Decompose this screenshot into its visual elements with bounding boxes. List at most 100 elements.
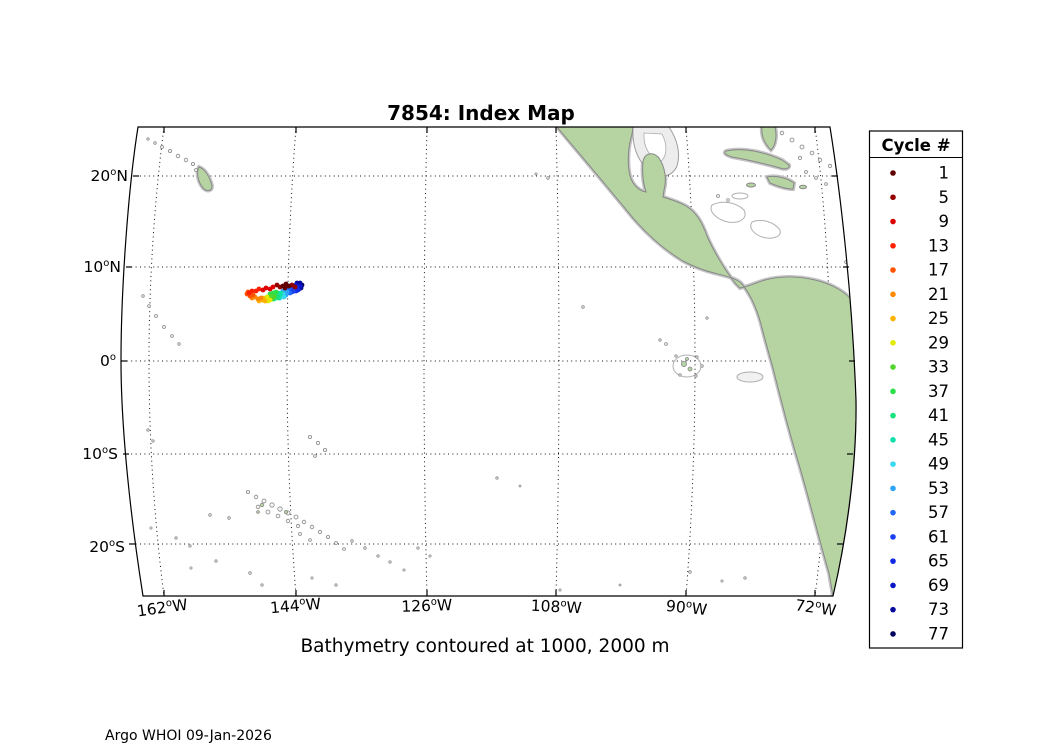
islet bbox=[147, 304, 151, 308]
islet bbox=[248, 571, 252, 575]
islet bbox=[705, 316, 709, 320]
legend-marker bbox=[890, 364, 896, 370]
islet bbox=[743, 576, 747, 580]
legend-entry-label: 69 bbox=[928, 576, 949, 595]
islet bbox=[208, 513, 212, 517]
legend-entry-label: 17 bbox=[928, 261, 949, 280]
islet bbox=[298, 532, 302, 536]
islet bbox=[402, 568, 406, 572]
islet bbox=[700, 364, 704, 368]
island-puerto-rico bbox=[799, 184, 807, 190]
islet bbox=[160, 145, 164, 149]
islet bbox=[275, 513, 281, 519]
islet bbox=[295, 523, 301, 529]
legend-marker bbox=[890, 388, 896, 395]
islet bbox=[688, 570, 692, 574]
islet bbox=[307, 434, 312, 439]
page-title: 7854: Index Map bbox=[387, 101, 575, 125]
islet bbox=[664, 342, 668, 346]
islet bbox=[162, 325, 166, 329]
islet bbox=[309, 524, 315, 530]
islet bbox=[618, 583, 622, 587]
islet bbox=[388, 560, 392, 564]
islet bbox=[315, 440, 321, 446]
islet bbox=[146, 428, 150, 432]
islet bbox=[853, 231, 857, 235]
islet bbox=[334, 583, 338, 587]
legend-marker bbox=[890, 412, 896, 419]
islet bbox=[189, 566, 193, 570]
islet bbox=[151, 439, 155, 443]
islet bbox=[678, 373, 682, 377]
cayman-contour bbox=[731, 192, 749, 200]
ytick-10n: 10oN bbox=[84, 258, 121, 276]
islet bbox=[846, 197, 851, 202]
legend-entry-label: 53 bbox=[928, 479, 949, 498]
footer-credit: Argo WHOI 09-Jan-2026 bbox=[105, 728, 272, 744]
islet bbox=[581, 305, 585, 309]
float-position-dot bbox=[270, 284, 276, 290]
legend-entry-label: 49 bbox=[928, 455, 949, 474]
islet bbox=[534, 172, 538, 176]
islet bbox=[322, 447, 327, 452]
axis-ticks bbox=[121, 127, 855, 596]
islet-green bbox=[687, 366, 693, 372]
islet-green bbox=[681, 360, 688, 367]
legend-marker bbox=[890, 291, 896, 298]
legend-entry-label: 5 bbox=[939, 188, 950, 207]
legend-marker bbox=[890, 534, 896, 540]
islet bbox=[277, 506, 283, 512]
latitude-gridlines bbox=[121, 175, 857, 545]
islet bbox=[838, 170, 842, 174]
legend-marker bbox=[890, 461, 896, 467]
islet bbox=[495, 476, 499, 480]
islet bbox=[301, 519, 307, 525]
islet bbox=[726, 198, 730, 202]
xtick-126w: 126oW bbox=[401, 596, 453, 616]
islet bbox=[167, 148, 172, 153]
islet bbox=[325, 535, 330, 540]
legend-marker bbox=[890, 194, 896, 201]
islet bbox=[546, 176, 550, 180]
xtick-90w: 90oW bbox=[665, 597, 708, 619]
islet bbox=[170, 334, 174, 338]
legend-entry-label: 13 bbox=[928, 236, 949, 255]
legend-marker bbox=[890, 170, 896, 176]
legend-marker bbox=[890, 315, 896, 322]
legend-entry-label: 25 bbox=[928, 309, 949, 328]
xtick-162w: 162oW bbox=[136, 596, 189, 621]
x-axis-labels: 162oW 144oW 126oW 108oW 90oW 72oW bbox=[136, 595, 838, 621]
caribbean-contour-1 bbox=[710, 201, 746, 223]
legend-marker bbox=[890, 558, 896, 564]
islet bbox=[265, 509, 271, 515]
islet bbox=[214, 559, 218, 563]
legend-entry-label: 9 bbox=[939, 212, 950, 231]
islet bbox=[809, 150, 815, 156]
map-border bbox=[120, 126, 857, 597]
islet bbox=[658, 338, 662, 342]
islet bbox=[293, 514, 299, 520]
legend-marker bbox=[890, 267, 896, 273]
islet bbox=[827, 163, 833, 169]
legend-marker bbox=[890, 509, 896, 516]
islet bbox=[716, 194, 720, 198]
islet bbox=[779, 130, 785, 136]
legend-entry-label: 21 bbox=[928, 285, 949, 304]
islet bbox=[255, 504, 261, 510]
legend: Cycle # 1 5 9 13 17 21 25 29 33 37 41 45 49 53 57 61 65 6… bbox=[868, 130, 964, 649]
islet bbox=[817, 157, 823, 163]
islet bbox=[363, 546, 367, 550]
islet bbox=[342, 547, 346, 551]
islet bbox=[851, 214, 855, 218]
islet-green bbox=[685, 357, 689, 361]
islet bbox=[799, 144, 805, 150]
islet bbox=[141, 294, 145, 298]
float-position-dot bbox=[263, 285, 269, 291]
islet bbox=[253, 494, 259, 500]
islet-green bbox=[259, 502, 265, 508]
islet bbox=[849, 248, 853, 252]
islet bbox=[376, 554, 380, 558]
islet bbox=[174, 536, 178, 540]
